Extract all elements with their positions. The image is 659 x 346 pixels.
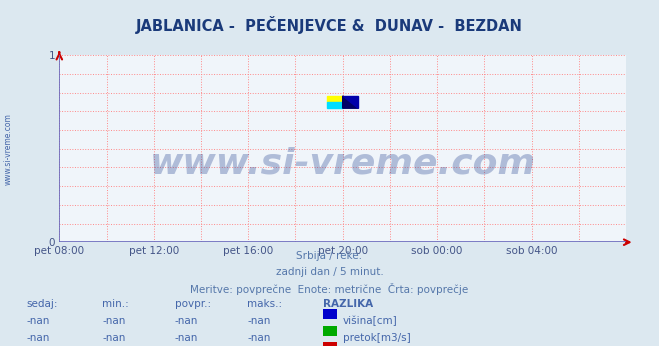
Polygon shape — [327, 102, 343, 108]
Text: -nan: -nan — [102, 333, 125, 343]
Text: maks.:: maks.: — [247, 299, 282, 309]
Text: sedaj:: sedaj: — [26, 299, 58, 309]
Polygon shape — [327, 96, 343, 102]
Text: min.:: min.: — [102, 299, 129, 309]
Text: www.si-vreme.com: www.si-vreme.com — [150, 147, 536, 181]
Polygon shape — [343, 96, 358, 108]
Text: -nan: -nan — [102, 316, 125, 326]
Polygon shape — [343, 96, 358, 108]
Text: JABLANICA -  PEČENJEVCE &  DUNAV -  BEZDAN: JABLANICA - PEČENJEVCE & DUNAV - BEZDAN — [136, 16, 523, 34]
Text: -nan: -nan — [175, 333, 198, 343]
Text: RAZLIKA: RAZLIKA — [323, 299, 373, 309]
Text: -nan: -nan — [247, 316, 270, 326]
Text: zadnji dan / 5 minut.: zadnji dan / 5 minut. — [275, 267, 384, 277]
Text: www.si-vreme.com: www.si-vreme.com — [3, 113, 13, 185]
Text: Meritve: povprečne  Enote: metrične  Črta: povprečje: Meritve: povprečne Enote: metrične Črta:… — [190, 283, 469, 295]
Text: -nan: -nan — [26, 333, 49, 343]
Text: -nan: -nan — [175, 316, 198, 326]
Text: -nan: -nan — [26, 316, 49, 326]
Text: povpr.:: povpr.: — [175, 299, 211, 309]
Text: pretok[m3/s]: pretok[m3/s] — [343, 333, 411, 343]
Text: -nan: -nan — [247, 333, 270, 343]
Text: višina[cm]: višina[cm] — [343, 316, 397, 326]
Text: Srbija / reke.: Srbija / reke. — [297, 251, 362, 261]
